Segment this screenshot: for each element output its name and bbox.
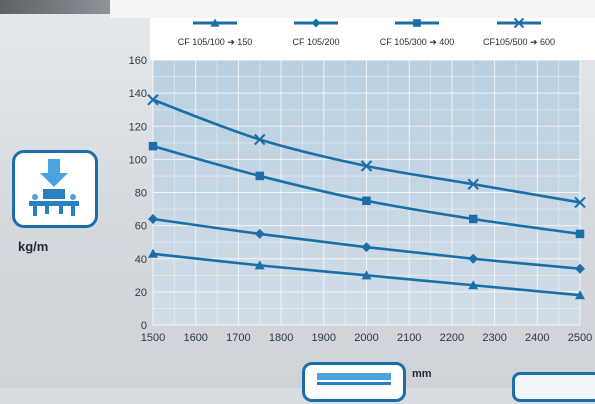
data-point-x bbox=[574, 196, 586, 209]
legend-item-3: CF 105/300 ➔ 400 bbox=[380, 19, 455, 47]
data-point-diamond bbox=[361, 242, 372, 253]
y-tick-label: 60 bbox=[135, 221, 147, 233]
y-tick-label: 120 bbox=[129, 121, 147, 133]
data-point-triangle bbox=[361, 270, 372, 280]
top-left-bar bbox=[0, 0, 110, 14]
data-point-triangle bbox=[468, 280, 479, 290]
x-tick-label: 2400 bbox=[525, 332, 549, 344]
legend-item-2: CF 105/200 bbox=[292, 18, 340, 47]
series-1 bbox=[148, 248, 585, 300]
data-point-diamond bbox=[575, 263, 585, 274]
data-point-x bbox=[513, 17, 525, 29]
data-point-square bbox=[362, 196, 371, 206]
x-tick-label: 2300 bbox=[482, 332, 506, 344]
y-tick-label: 40 bbox=[135, 254, 147, 266]
data-point-x bbox=[254, 133, 266, 146]
legend-label: CF 105/300 ➔ 400 bbox=[380, 37, 455, 47]
top-band bbox=[110, 0, 595, 18]
x-tick-label: 1900 bbox=[312, 332, 336, 344]
data-point-x bbox=[360, 160, 373, 172]
data-point-triangle bbox=[254, 260, 265, 270]
data-point-diamond bbox=[148, 214, 158, 224]
x-axis-label: mm bbox=[412, 368, 432, 380]
legend-item-1: CF 105/100 ➔ 150 bbox=[178, 18, 253, 47]
data-point-triangle bbox=[575, 290, 585, 300]
data-point-diamond bbox=[468, 253, 479, 264]
x-tick-label: 2200 bbox=[440, 332, 464, 344]
data-point-x bbox=[147, 94, 159, 106]
legend-label: CF105/500 ➔ 600 bbox=[483, 37, 555, 47]
x-tick-label: 1600 bbox=[183, 332, 207, 344]
y-tick-label: 100 bbox=[129, 154, 147, 166]
y-tick-label: 0 bbox=[141, 320, 147, 332]
data-point-x-stroke bbox=[147, 94, 159, 106]
data-point-x-stroke bbox=[467, 178, 479, 190]
legend-item-4: CF105/500 ➔ 600 bbox=[483, 17, 555, 47]
data-point-x-stroke bbox=[254, 133, 266, 146]
data-point-square bbox=[413, 19, 421, 27]
series-2 bbox=[148, 214, 585, 274]
y-tick-label: 140 bbox=[129, 88, 147, 100]
data-point-triangle bbox=[210, 18, 220, 27]
legend-label: CF 105/100 ➔ 150 bbox=[178, 37, 253, 47]
series-layer bbox=[147, 94, 586, 300]
data-point-x-stroke bbox=[513, 17, 525, 29]
data-point-square bbox=[148, 141, 158, 151]
x-tick-label: 1500 bbox=[141, 332, 165, 344]
axes: 0 20 40 60 80 100 120 140 160 1500 1600 1700 1800 190… bbox=[129, 55, 593, 344]
series-4 bbox=[147, 94, 586, 209]
series-3 bbox=[148, 141, 585, 239]
load-on-rack-icon bbox=[12, 150, 98, 228]
y-tick-label: 160 bbox=[129, 55, 147, 67]
x-tick-label: 2100 bbox=[397, 332, 421, 344]
data-point-square bbox=[255, 171, 264, 181]
y-axis-label: kg/m bbox=[18, 239, 49, 254]
x-tick-label: 1800 bbox=[269, 332, 293, 344]
data-point-x-stroke bbox=[360, 160, 373, 172]
line-chart: 0 20 40 60 80 100 120 140 160 1500 1600 1700 1800 190… bbox=[129, 17, 593, 344]
x-tick-label: 1700 bbox=[226, 332, 250, 344]
y-tick-label: 80 bbox=[135, 188, 147, 200]
data-point-diamond bbox=[254, 228, 265, 239]
legend: CF 105/100 ➔ 150 CF 105/200 CF 105/300 ➔ 4… bbox=[178, 17, 555, 47]
data-point-x bbox=[467, 178, 479, 190]
data-point-square bbox=[469, 214, 478, 224]
x-tick-label: 2500 bbox=[568, 332, 592, 344]
data-point-square bbox=[575, 229, 585, 239]
data-point-triangle bbox=[148, 248, 158, 258]
y-tick-label: 20 bbox=[135, 287, 147, 299]
legend-label: CF 105/200 bbox=[292, 37, 339, 47]
data-point-x-stroke bbox=[574, 196, 586, 209]
x-tick-label: 2000 bbox=[354, 332, 378, 344]
data-point-diamond bbox=[311, 18, 321, 28]
